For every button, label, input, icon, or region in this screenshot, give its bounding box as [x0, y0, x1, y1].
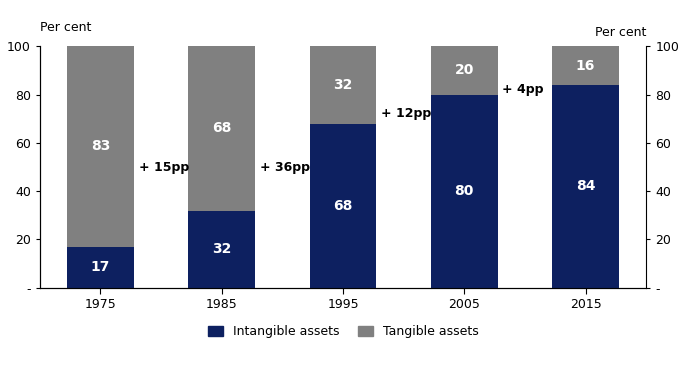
- Bar: [189, 211, 255, 288]
- Bar: [431, 95, 497, 288]
- Text: + 36pp: + 36pp: [260, 160, 310, 173]
- Text: 80: 80: [455, 184, 474, 198]
- Legend: Intangible assets, Tangible assets: Intangible assets, Tangible assets: [207, 326, 479, 339]
- Text: + 12pp: + 12pp: [381, 107, 431, 120]
- Bar: [309, 123, 377, 288]
- Text: Per cent: Per cent: [40, 21, 91, 34]
- Text: 16: 16: [576, 59, 595, 72]
- Text: 68: 68: [212, 121, 231, 135]
- Bar: [189, 46, 255, 211]
- Text: 84: 84: [576, 179, 595, 193]
- Bar: [67, 46, 134, 247]
- Text: + 4pp: + 4pp: [502, 83, 544, 96]
- Text: 83: 83: [91, 139, 110, 154]
- Text: Per cent: Per cent: [595, 26, 646, 39]
- Bar: [431, 46, 497, 95]
- Text: 32: 32: [212, 242, 231, 256]
- Text: 20: 20: [455, 63, 474, 77]
- Bar: [552, 85, 619, 288]
- Text: 32: 32: [333, 78, 353, 92]
- Bar: [67, 247, 134, 288]
- Text: 17: 17: [91, 260, 110, 274]
- Bar: [309, 46, 377, 123]
- Bar: [552, 46, 619, 85]
- Text: 68: 68: [333, 199, 353, 213]
- Text: + 15pp: + 15pp: [139, 160, 189, 173]
